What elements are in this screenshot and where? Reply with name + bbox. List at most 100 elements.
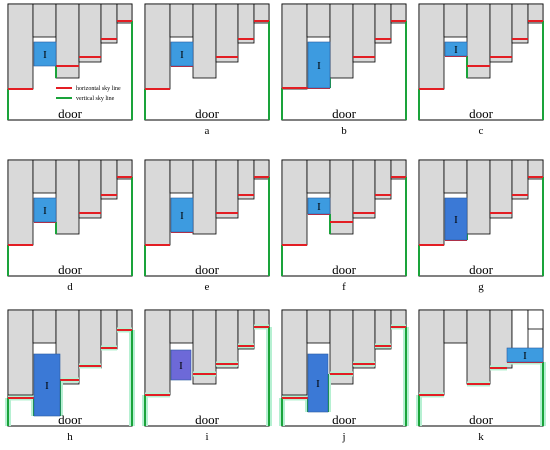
placed-block (7, 309, 34, 396)
placed-block (306, 309, 331, 344)
item-label: I (454, 44, 458, 56)
legend-horizontal-label: horizontal sky line (76, 86, 121, 92)
placed-block (253, 3, 270, 24)
placed-block (390, 3, 407, 24)
item-label: I (316, 378, 320, 390)
placed-block (78, 3, 102, 63)
current-item (33, 197, 57, 223)
placed-block (527, 3, 544, 24)
current-item (444, 197, 468, 241)
placed-block (116, 159, 133, 180)
panels-layer: IdoorIdooraIdoorbIdoorcIdoordIdooreIdoor… (5, 3, 546, 443)
item-label: I (43, 49, 47, 61)
placed-block (306, 159, 331, 194)
current-item (170, 41, 194, 67)
placed-block (418, 3, 445, 90)
panel-caption: k (478, 431, 484, 443)
door-label: door (332, 262, 357, 277)
placed-block (32, 3, 57, 38)
placed-block (374, 309, 392, 350)
placed-block (116, 3, 133, 24)
panel-caption: h (67, 431, 73, 443)
placed-block (32, 309, 57, 344)
door-label: door (58, 262, 83, 277)
placed-block (116, 309, 133, 330)
placed-block (215, 159, 239, 219)
placed-block (144, 159, 171, 246)
placed-block (237, 3, 255, 44)
door-label: door (195, 106, 220, 121)
placed-block (281, 159, 308, 246)
item-label: I (43, 205, 47, 217)
placed-block (215, 3, 239, 63)
placed-block (144, 309, 171, 396)
door-label: door (195, 412, 220, 427)
placed-block (306, 3, 331, 38)
placed-block (511, 309, 529, 350)
placed-block (192, 3, 217, 79)
placed-block (78, 159, 102, 219)
placed-block (489, 159, 513, 219)
item-label: I (179, 360, 183, 372)
panel-caption: j (341, 431, 345, 443)
placed-block (169, 3, 194, 38)
placed-block (192, 159, 217, 235)
panel-caption: b (341, 125, 347, 137)
panel-caption: a (205, 125, 210, 137)
placed-block (390, 159, 407, 180)
current-item (33, 353, 61, 417)
door-label: door (58, 106, 83, 121)
item-label: I (317, 60, 321, 72)
current-item (444, 41, 468, 57)
legend: horizontal sky line vertical sky line (56, 86, 121, 102)
placed-block (100, 3, 118, 44)
placed-block (7, 159, 34, 246)
door-label: door (469, 262, 494, 277)
item-label: I (45, 380, 49, 392)
panel-caption: f (342, 281, 346, 293)
placed-block (55, 159, 80, 235)
placed-block (237, 159, 255, 200)
door-label: door (332, 412, 357, 427)
placed-block (511, 3, 529, 44)
placed-block (32, 159, 57, 194)
placed-block (443, 159, 468, 194)
placed-block (374, 159, 392, 200)
placed-block (374, 3, 392, 44)
door-label: door (58, 412, 83, 427)
current-item (307, 197, 331, 215)
placed-block (418, 309, 445, 396)
placed-block (253, 159, 270, 180)
item-label: I (180, 49, 184, 61)
placed-block (443, 3, 468, 38)
door-label: door (332, 106, 357, 121)
panel-caption: c (479, 125, 484, 137)
placed-block (281, 309, 308, 396)
placed-block (527, 309, 544, 330)
current-item (170, 197, 194, 233)
placed-block (511, 159, 529, 200)
placed-block (352, 309, 376, 369)
panel-caption: e (205, 281, 210, 293)
placed-block (169, 159, 194, 194)
placed-block (144, 3, 171, 90)
placed-block (489, 3, 513, 63)
placed-block (281, 3, 308, 90)
current-item (170, 349, 192, 381)
panel-caption: g (478, 281, 484, 293)
placed-block (169, 309, 194, 344)
placed-block (7, 3, 34, 90)
item-label: I (523, 350, 527, 362)
panel-caption: d (67, 281, 73, 293)
